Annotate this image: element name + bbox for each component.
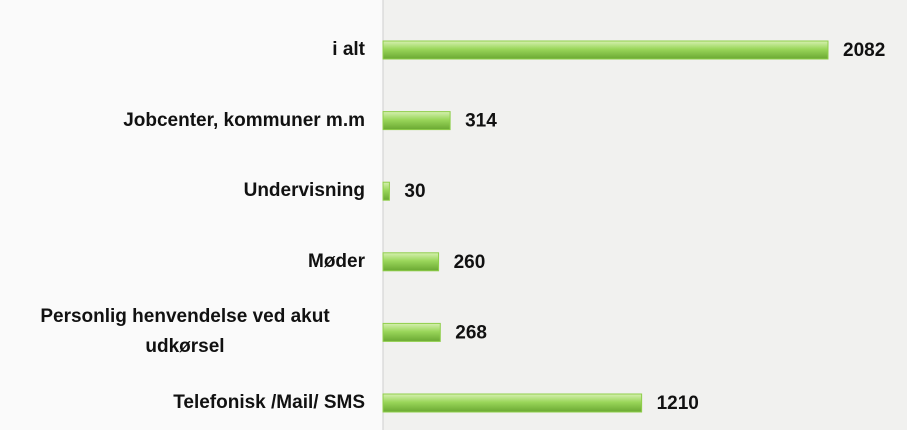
- value-label: 2082: [843, 40, 885, 61]
- value-label: 30: [404, 181, 425, 202]
- category-text: i alt: [332, 39, 365, 60]
- value-label: 314: [465, 111, 497, 132]
- value-label: 260: [454, 252, 486, 273]
- bar: [382, 393, 643, 413]
- category-label: Møder: [0, 247, 365, 277]
- category-label: Telefonisk /Mail/ SMS: [0, 388, 365, 418]
- bar: [382, 111, 451, 131]
- value-label: 268: [455, 322, 487, 343]
- bar: [382, 322, 441, 342]
- category-text: Telefonisk /Mail/ SMS: [173, 392, 365, 413]
- category-text: Jobcenter, kommuner m.m: [123, 109, 365, 131]
- bar: [382, 40, 829, 60]
- category-text: Personlig henvendelse ved akut udkørsel: [40, 306, 330, 358]
- category-text: Undervisning: [243, 180, 365, 202]
- category-label: Personlig henvendelse ved akut udkørsel: [0, 302, 365, 362]
- category-label: i alt: [0, 35, 365, 65]
- bar: [382, 252, 440, 272]
- category-label: Undervisning: [0, 176, 365, 206]
- value-label: 1210: [657, 393, 699, 414]
- bar: [382, 181, 390, 201]
- category-text: Møder: [308, 250, 365, 272]
- category-label: Jobcenter, kommuner m.m: [0, 106, 365, 136]
- plot-area: [383, 0, 907, 430]
